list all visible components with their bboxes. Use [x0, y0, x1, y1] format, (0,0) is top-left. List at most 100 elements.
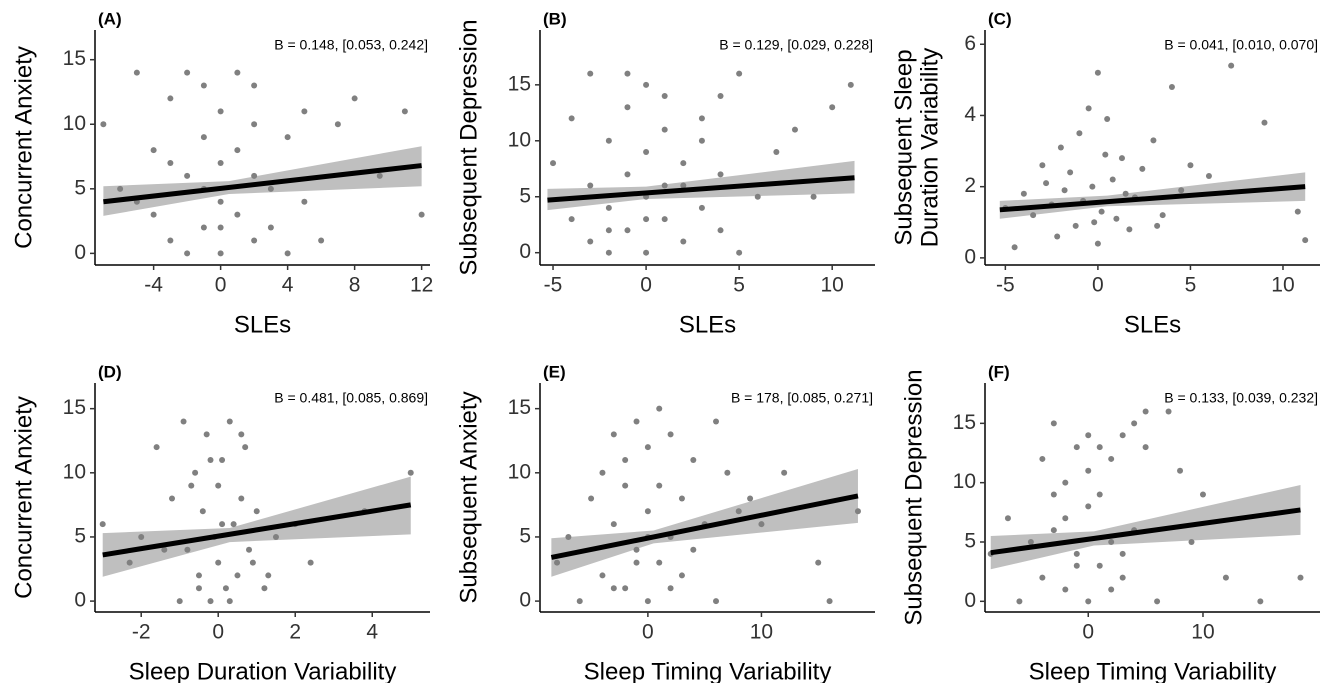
y-tick-label: 10	[953, 470, 976, 493]
data-point	[1108, 455, 1115, 462]
y-tick-label: 0	[74, 241, 86, 264]
data-point	[99, 521, 106, 528]
data-point	[1085, 467, 1092, 474]
y-axis-title: Concurrent Anxiety	[10, 46, 37, 249]
data-point	[736, 249, 743, 256]
data-point	[1094, 69, 1101, 76]
data-point	[1039, 162, 1046, 169]
data-point	[230, 521, 237, 528]
data-point	[1297, 574, 1304, 581]
data-point	[167, 159, 174, 166]
data-point	[643, 148, 650, 155]
data-point	[1073, 444, 1080, 451]
data-point	[219, 456, 226, 463]
data-point	[376, 172, 383, 179]
data-point	[1067, 169, 1074, 176]
data-point	[1072, 222, 1079, 229]
data-point	[1020, 190, 1027, 197]
data-point	[226, 598, 233, 605]
x-tick-label: 4	[282, 274, 294, 297]
data-point	[661, 216, 668, 223]
data-point	[690, 456, 697, 463]
data-point	[301, 198, 308, 205]
data-point	[1011, 244, 1018, 251]
confidence-band	[103, 146, 422, 216]
data-point	[605, 249, 612, 256]
data-point	[854, 508, 861, 515]
data-point	[656, 559, 663, 566]
y-tick-label: 15	[508, 396, 531, 419]
data-point	[253, 508, 260, 515]
y-tick-label: 2	[964, 174, 976, 197]
data-point	[1139, 165, 1146, 172]
data-point	[1294, 208, 1301, 215]
x-tick-label: -2	[132, 621, 151, 644]
data-point	[1096, 491, 1103, 498]
data-point	[667, 431, 674, 438]
data-point	[188, 482, 195, 489]
panel: 0 2 4 6 -5 0 5 10 SLEs Subsequent Sleep Duration V…	[890, 9, 1320, 338]
data-point	[605, 227, 612, 234]
data-point	[1062, 586, 1069, 593]
data-point	[622, 482, 629, 489]
data-point	[1154, 598, 1161, 605]
data-point	[200, 82, 207, 89]
data-point	[100, 121, 107, 128]
data-point	[588, 495, 595, 502]
data-point	[717, 93, 724, 100]
x-tick-label: 0	[215, 274, 227, 297]
data-point	[644, 598, 651, 605]
data-point	[351, 95, 358, 102]
data-point	[610, 431, 617, 438]
data-point	[1085, 503, 1092, 510]
panel: 0 5 10 15 -4 0 4 8 12 SLEs Concurrent Anxiety (A) B …	[10, 9, 433, 338]
data-point	[234, 69, 241, 76]
data-point	[1222, 574, 1229, 581]
data-point	[747, 495, 754, 502]
data-point	[661, 126, 668, 133]
data-point	[1073, 550, 1080, 557]
data-point	[1199, 491, 1206, 498]
fit-line	[547, 175, 855, 203]
data-point	[1085, 432, 1092, 439]
data-point	[401, 108, 408, 115]
data-point	[1205, 172, 1212, 179]
fit-line	[990, 507, 1301, 556]
y-tick-label: 15	[508, 72, 531, 95]
data-point	[633, 546, 640, 553]
data-point	[207, 456, 214, 463]
data-point	[267, 224, 274, 231]
data-point	[1118, 155, 1125, 162]
data-point	[242, 444, 249, 451]
data-point	[1050, 527, 1057, 534]
annotation: B = 0.133, [0.039, 0.232]	[1164, 390, 1318, 406]
data-point	[735, 508, 742, 515]
data-point	[698, 115, 705, 122]
y-axis-title: Subsequent Sleep	[890, 49, 917, 245]
data-point	[568, 216, 575, 223]
data-point	[176, 598, 183, 605]
x-tick-label: 0	[212, 621, 224, 644]
x-tick-label: 5	[733, 274, 745, 297]
x-tick-label: 0	[1082, 621, 1094, 644]
y-tick-label: 6	[964, 32, 976, 55]
data-point	[1102, 151, 1109, 158]
data-point	[1091, 219, 1098, 226]
annotation: B = 178, [0.085, 0.271]	[731, 390, 873, 406]
data-point	[207, 598, 214, 605]
data-point	[246, 546, 253, 553]
data-point	[318, 237, 325, 244]
data-point	[251, 237, 258, 244]
data-point	[219, 521, 226, 528]
data-point	[644, 444, 651, 451]
data-point	[1096, 562, 1103, 569]
y-tick-label: 0	[964, 245, 976, 268]
data-point	[1054, 233, 1061, 240]
data-point	[1096, 444, 1103, 451]
data-point	[1154, 222, 1161, 229]
data-point	[1062, 515, 1069, 522]
data-point	[1073, 562, 1080, 569]
data-point	[773, 148, 780, 155]
data-point	[605, 204, 612, 211]
data-point	[180, 418, 187, 425]
